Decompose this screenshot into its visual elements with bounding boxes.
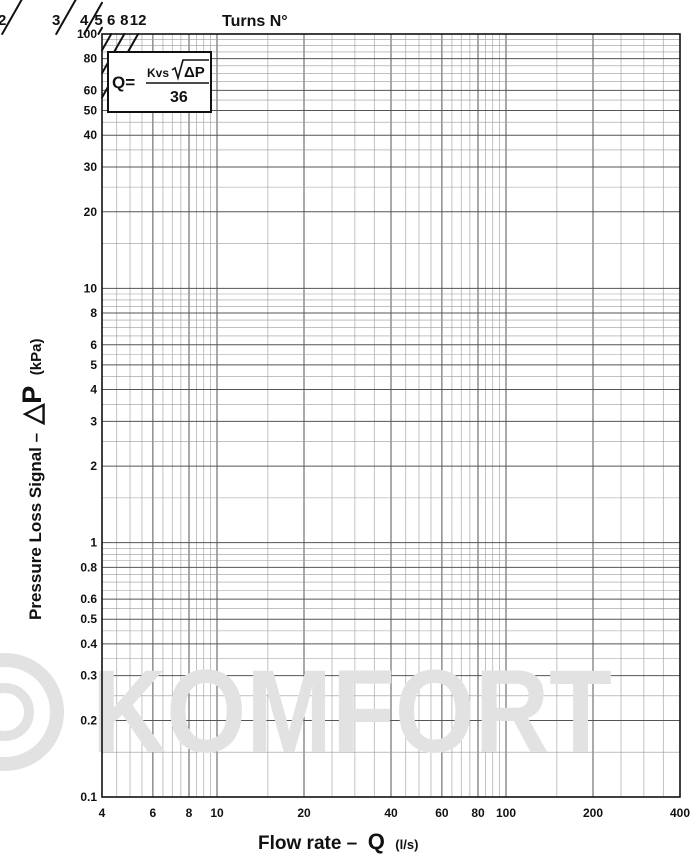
series-line-2 bbox=[1, 0, 23, 35]
x-axis-title: Flow rate – Q (l/s) bbox=[258, 829, 418, 854]
turn-label-6: 6 bbox=[107, 12, 115, 29]
y-tick-label: 0.8 bbox=[80, 560, 97, 574]
x-tick-label: 40 bbox=[384, 806, 398, 820]
y-axis-title: Pressure Loss Signal – △P (kPa) bbox=[17, 339, 47, 620]
turn-label-12: 12 bbox=[130, 12, 147, 29]
x-tick-label: 6 bbox=[150, 806, 157, 820]
x-tick-label: 80 bbox=[471, 806, 485, 820]
x-axis-title-symbol: Q bbox=[368, 829, 385, 854]
series-line-5 bbox=[97, 26, 103, 35]
y-tick-label: 100 bbox=[77, 27, 97, 41]
x-axis-title-main: Flow rate – bbox=[258, 833, 357, 854]
watermark: KOMFORT bbox=[0, 646, 612, 778]
x-tick-label: 60 bbox=[435, 806, 449, 820]
formula-kvs: Kvs bbox=[147, 66, 169, 80]
y-tick-label: 5 bbox=[90, 358, 97, 372]
y-tick-label: 8 bbox=[90, 306, 97, 320]
plot-frame bbox=[101, 33, 681, 798]
y-tick-label: 0.4 bbox=[80, 637, 97, 651]
y-axis-title-main: Pressure Loss Signal – bbox=[26, 433, 45, 620]
turn-labels: 123456812 bbox=[0, 12, 146, 29]
formula-sqrt-sign bbox=[171, 59, 209, 81]
y-tick-label: 40 bbox=[84, 128, 98, 142]
formula-radicand: ΔP bbox=[184, 64, 205, 81]
watermark-logo-inner bbox=[0, 683, 34, 741]
y-tick-label: 0.6 bbox=[80, 592, 97, 606]
y-axis-title-symbol: △P bbox=[17, 386, 47, 426]
y-tick-label: 0.3 bbox=[80, 669, 97, 683]
y-tick-label: 2 bbox=[90, 459, 97, 473]
y-tick-label: 0.5 bbox=[80, 612, 97, 626]
formula-lhs: Q= bbox=[112, 73, 135, 92]
x-tick-label: 100 bbox=[496, 806, 516, 820]
x-tick-label: 10 bbox=[210, 806, 224, 820]
tick-labels: 4 6 8 10 20 40 60 80 100 200 400 0.1 0.2 0.3 0.4 0.5 0.6… bbox=[77, 27, 690, 820]
y-tick-label: 20 bbox=[84, 205, 98, 219]
y-tick-label: 1 bbox=[90, 536, 97, 550]
y-tick-label: 0.2 bbox=[80, 713, 97, 727]
y-tick-label: 80 bbox=[84, 52, 98, 66]
x-tick-label: 400 bbox=[670, 806, 690, 820]
formula-box: Q= Kvs ΔP 36 bbox=[107, 51, 212, 113]
turn-label-8: 8 bbox=[120, 12, 128, 29]
formula-frame bbox=[107, 51, 212, 113]
x-tick-label: 8 bbox=[186, 806, 193, 820]
watermark-logo-circle bbox=[0, 653, 64, 771]
x-tick-label: 4 bbox=[99, 806, 106, 820]
x-tick-label: 20 bbox=[297, 806, 311, 820]
y-tick-label: 50 bbox=[84, 104, 98, 118]
turns-header: Turns N° bbox=[222, 13, 288, 30]
x-axis-title-unit: (l/s) bbox=[395, 837, 418, 852]
watermark-text: KOMFORT bbox=[92, 646, 612, 778]
x-tick-label: 200 bbox=[583, 806, 603, 820]
series-line-6 bbox=[101, 33, 113, 52]
y-tick-label: 30 bbox=[84, 160, 98, 174]
turn-label-5: 5 bbox=[94, 12, 102, 29]
formula-denominator: 36 bbox=[170, 89, 188, 106]
series-line-4 bbox=[83, 1, 103, 35]
y-tick-label: 0.1 bbox=[80, 790, 97, 804]
y-tick-label: 10 bbox=[84, 281, 98, 295]
turn-label-2: 2 bbox=[0, 12, 6, 29]
y-tick-label: 60 bbox=[84, 83, 98, 97]
turn-label-4: 4 bbox=[80, 12, 89, 29]
y-tick-label: 4 bbox=[90, 383, 97, 397]
y-axis-title-unit: (kPa) bbox=[28, 339, 45, 376]
y-tick-label: 6 bbox=[90, 338, 97, 352]
series-line-3 bbox=[55, 0, 77, 35]
turn-label-3: 3 bbox=[52, 12, 60, 29]
y-tick-label: 3 bbox=[90, 414, 97, 428]
